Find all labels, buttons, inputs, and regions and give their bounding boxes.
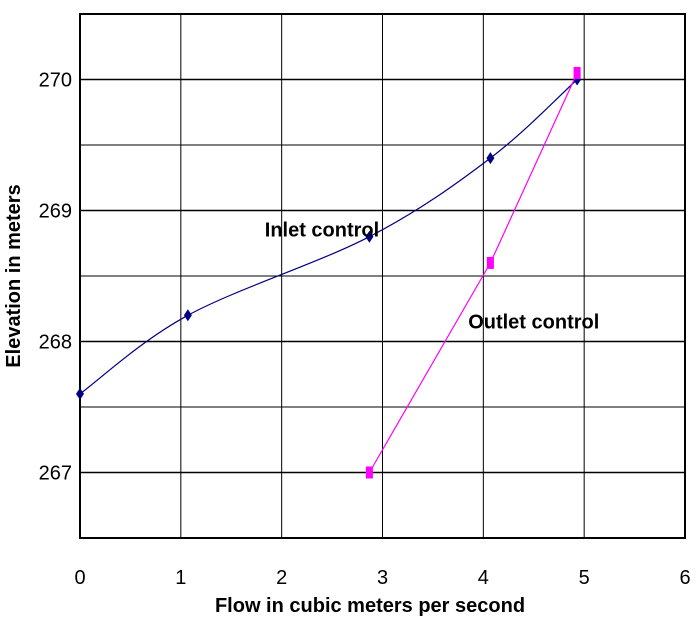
x-tick-label: 4 — [478, 567, 489, 589]
inlet-control-point — [365, 230, 374, 243]
x-tick-label: 2 — [276, 567, 287, 589]
y-tick-label: 268 — [39, 332, 72, 354]
y-axis-title: Elevation in meters — [3, 184, 25, 367]
outlet-control-point — [365, 466, 373, 479]
inlet-control-point — [76, 387, 84, 400]
x-tick-label: 1 — [175, 567, 186, 589]
x-tick-label: 5 — [579, 567, 590, 589]
outlet-control-point — [573, 66, 581, 79]
x-tick-label: 3 — [377, 567, 388, 589]
x-tick-label: 0 — [74, 567, 85, 589]
x-axis-title: Flow in cubic meters per second — [215, 595, 525, 617]
inlet-control-point — [486, 152, 495, 165]
annotation-label: Outlet control — [468, 311, 599, 333]
y-tick-label: 269 — [39, 201, 72, 223]
series-layer — [76, 66, 582, 479]
y-tick-label: 267 — [39, 463, 72, 485]
inlet-control-point — [183, 309, 192, 322]
y-tick-label: 270 — [39, 70, 72, 92]
plot-border — [79, 13, 686, 539]
outlet-control-point — [486, 256, 494, 269]
annotations: Inlet control Outlet control — [265, 220, 600, 334]
inlet-control-line — [79, 79, 578, 395]
x-tick-labels: 0 1 2 3 4 5 6 — [74, 567, 690, 589]
annotation-label: Inlet control — [265, 220, 379, 242]
x-tick-label: 6 — [679, 567, 690, 589]
y-tick-labels: 267 268 269 270 — [39, 70, 72, 485]
gridlines — [80, 14, 685, 538]
